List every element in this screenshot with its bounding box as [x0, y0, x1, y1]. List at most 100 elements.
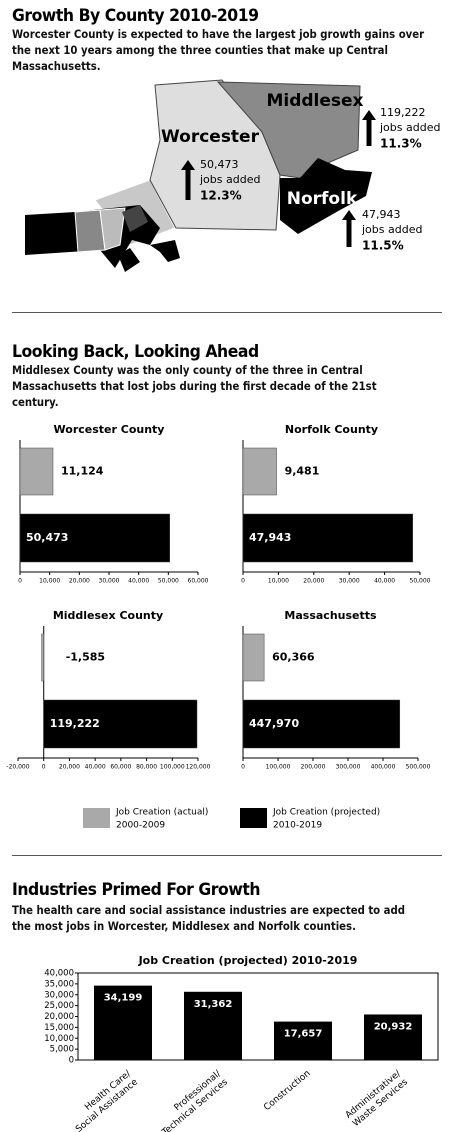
x-tick-label: 10,000: [268, 578, 289, 585]
bar: [43, 699, 198, 749]
x-tick-label: Health Care/Social Assistance: [67, 1068, 141, 1132]
bar: [19, 513, 170, 563]
chart-title: Massachusetts: [284, 609, 377, 622]
separator: [12, 312, 442, 313]
legend-swatch: [240, 808, 267, 828]
x-tick-label: -20,000: [6, 764, 29, 771]
title: Growth By County 2010-2019: [12, 6, 259, 26]
bar: [41, 633, 44, 682]
x-tick-label: Construction: [262, 1069, 312, 1114]
value-label: 17,657: [284, 1029, 323, 1040]
separator: [12, 855, 442, 856]
x-tick-label: 100,000: [266, 764, 291, 771]
bar: [94, 985, 152, 1060]
value-label: 20,932: [374, 1021, 413, 1032]
x-tick-label: 40,000: [374, 578, 395, 585]
chart-title: Worcester County: [54, 423, 165, 436]
bar: [242, 447, 277, 496]
arrow-head: [181, 160, 195, 170]
y-tick-label: 35,000: [44, 979, 74, 989]
jobs-added: 50,473: [200, 158, 239, 171]
jobs-text: jobs added: [361, 223, 422, 236]
x-tick-label: 80,000: [136, 764, 157, 771]
y-tick-label: 40,000: [44, 969, 74, 979]
jobs-text: jobs added: [199, 173, 260, 186]
x-tick-label: 400,000: [371, 764, 396, 771]
x-tick-label: 20,000: [59, 764, 80, 771]
percent: 11.3%: [380, 137, 422, 151]
x-tick-label: 60,000: [110, 764, 131, 771]
value-label: 50,473: [26, 531, 68, 544]
value-label: 9,481: [285, 465, 320, 478]
bar: [242, 633, 265, 682]
percent: 11.5%: [362, 239, 404, 253]
y-tick-label: 5,000: [50, 1045, 74, 1055]
x-tick-label: 40,000: [85, 764, 106, 771]
x-tick-label: Administrative/Waste Services: [344, 1068, 411, 1129]
x-tick-label: 40,000: [128, 578, 149, 585]
y-tick-label: 10,000: [44, 1034, 74, 1044]
y-tick-label: 0: [69, 1056, 74, 1066]
bar: [242, 513, 413, 563]
x-tick-label: 0: [241, 764, 245, 771]
jobs-text: jobs added: [379, 121, 440, 134]
legend-label: Job Creation (projected): [272, 808, 380, 818]
arrow-head: [342, 210, 356, 220]
x-tick-label: 20,000: [303, 578, 324, 585]
county-name: Worcester: [161, 127, 260, 147]
section-title: Looking Back, Looking Ahead: [12, 342, 259, 362]
jobs-added: 119,222: [380, 106, 426, 119]
value-label: 60,366: [272, 651, 315, 664]
arrow-head: [362, 110, 376, 120]
x-tick-label: 20,000: [69, 578, 90, 585]
jobs-added: 47,943: [362, 208, 401, 221]
bar: [274, 1021, 332, 1060]
x-tick-label: 50,000: [410, 578, 431, 585]
legend-period: 2000-2009: [116, 821, 165, 831]
y-tick-label: 15,000: [44, 1023, 74, 1033]
value-label: 34,199: [104, 993, 143, 1004]
x-tick-label: 100,000: [160, 764, 185, 771]
x-tick-label: 30,000: [339, 578, 360, 585]
chart-title: Job Creation (projected) 2010-2019: [138, 954, 358, 967]
county-name: Middlesex: [266, 91, 363, 111]
x-tick-label: 10,000: [39, 578, 60, 585]
legend-swatch: [83, 808, 110, 828]
x-tick-label: Professional/Technical Services: [152, 1068, 230, 1132]
x-tick-label: 30,000: [99, 578, 120, 585]
map: [25, 79, 372, 272]
legend-period: 2010-2019: [273, 821, 322, 831]
percent: 12.3%: [200, 189, 242, 203]
x-tick-label: 0: [18, 578, 22, 585]
legend-label: Job Creation (actual): [115, 808, 208, 818]
section-title: Industries Primed For Growth: [12, 880, 261, 900]
x-tick-label: 500,000: [406, 764, 431, 771]
x-tick-label: 60,000: [188, 578, 209, 585]
section-subtitle: The health care and social assistance in…: [12, 903, 405, 933]
y-tick-label: 20,000: [44, 1012, 74, 1022]
bar: [184, 991, 242, 1060]
value-label: 31,362: [194, 999, 233, 1010]
x-tick-label: 120,000: [186, 764, 211, 771]
chart-title: Middlesex County: [53, 609, 163, 622]
value-label: 119,222: [50, 717, 100, 730]
x-tick-label: 300,000: [336, 764, 361, 771]
value-label: 11,124: [61, 465, 104, 478]
county-name: Norfolk: [287, 189, 358, 209]
bar: [364, 1014, 422, 1060]
x-tick-label: 200,000: [301, 764, 326, 771]
y-tick-label: 30,000: [44, 990, 74, 1000]
chart-title: Norfolk County: [285, 423, 378, 436]
x-tick-label: 0: [241, 578, 245, 585]
y-tick-label: 25,000: [44, 1001, 74, 1011]
bar: [242, 699, 401, 749]
subtitle: Worcester County is expected to have the…: [12, 27, 425, 73]
section-subtitle: Middlesex County was the only county of …: [12, 363, 377, 409]
x-tick-label: 0: [42, 764, 46, 771]
value-label: -1,585: [66, 651, 105, 664]
bar: [19, 447, 54, 496]
value-label: 47,943: [249, 531, 291, 544]
x-tick-label: 50,000: [158, 578, 179, 585]
